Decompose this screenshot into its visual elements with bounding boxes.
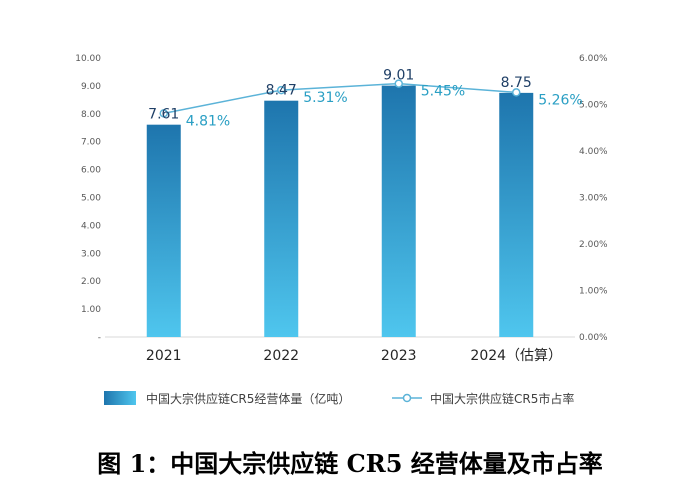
bar-value-label: 8.47 xyxy=(266,83,297,99)
bar-value-label: 8.75 xyxy=(501,75,532,91)
bar-value-label: 9.01 xyxy=(383,68,414,84)
line-point xyxy=(512,88,521,97)
left-axis-tick: 5.00 xyxy=(81,194,101,204)
category-label: 2022 xyxy=(263,348,299,364)
line-value-labels: 4.81% 5.31% 5.45% 5.26% xyxy=(186,84,583,130)
line-value-label: 5.31% xyxy=(303,90,347,106)
bar-series xyxy=(146,85,534,337)
right-axis-tick: 0.00% xyxy=(579,333,608,343)
left-axis-tick: 1.00 xyxy=(81,305,101,315)
left-axis-tick: 9.00 xyxy=(81,82,101,92)
legend-bar-swatch xyxy=(104,391,136,405)
bar xyxy=(264,100,299,337)
right-axis-tick: 1.00% xyxy=(579,287,608,297)
left-axis-tick: 4.00 xyxy=(81,221,101,231)
line-value-label: 5.45% xyxy=(421,84,465,100)
bar xyxy=(499,92,534,337)
line-point xyxy=(159,109,168,118)
left-axis-tick: 10.00 xyxy=(75,54,101,64)
line-point xyxy=(394,79,403,88)
line-value-label: 5.26% xyxy=(538,92,582,108)
category-label: 2021 xyxy=(146,348,182,364)
category-label: 2023 xyxy=(381,348,417,364)
line-value-label: 4.81% xyxy=(186,113,230,129)
left-axis: - 1.00 2.00 3.00 4.00 5.00 6.00 7.00 8.00 9.00 10.… xyxy=(75,54,101,343)
figure-caption: 图 1：中国大宗供应链 CR5 经营体量及市占率 xyxy=(97,449,603,478)
bar xyxy=(146,124,181,337)
left-axis-tick: 7.00 xyxy=(81,138,101,148)
left-axis-tick: - xyxy=(98,333,101,343)
left-axis-tick: 3.00 xyxy=(81,249,101,259)
bar xyxy=(381,85,416,337)
bar-value-labels: 7.61 8.47 9.01 8.75 xyxy=(148,68,532,123)
right-axis-tick: 3.00% xyxy=(579,194,608,204)
right-axis: 0.00% 1.00% 2.00% 3.00% 4.00% 5.00% 6.00% xyxy=(579,54,608,343)
category-labels: 2021 2022 2023 2024（估算） xyxy=(146,348,562,364)
line-point xyxy=(277,85,286,95)
legend: 中国大宗供应链CR5经营体量（亿吨） 中国大宗供应链CR5市占率 xyxy=(104,391,574,406)
legend-line-marker xyxy=(402,393,412,403)
right-axis-tick: 6.00% xyxy=(579,54,608,64)
left-axis-tick: 2.00 xyxy=(81,277,101,287)
chart: - 1.00 2.00 3.00 4.00 5.00 6.00 7.00 8.00 9.00 10.… xyxy=(75,54,608,406)
line-series xyxy=(159,79,521,118)
left-axis-tick: 8.00 xyxy=(81,110,101,120)
right-axis-tick: 5.00% xyxy=(579,101,608,111)
left-axis-tick: 6.00 xyxy=(81,166,101,176)
legend-bar-label: 中国大宗供应链CR5经营体量（亿吨） xyxy=(146,391,350,406)
legend-line-label: 中国大宗供应链CR5市占率 xyxy=(430,391,574,406)
line-path xyxy=(163,82,517,115)
right-axis-tick: 2.00% xyxy=(579,240,608,250)
category-label: 2024（估算） xyxy=(470,348,562,364)
right-axis-tick: 4.00% xyxy=(579,147,608,157)
bar-value-label: 7.61 xyxy=(148,107,179,123)
